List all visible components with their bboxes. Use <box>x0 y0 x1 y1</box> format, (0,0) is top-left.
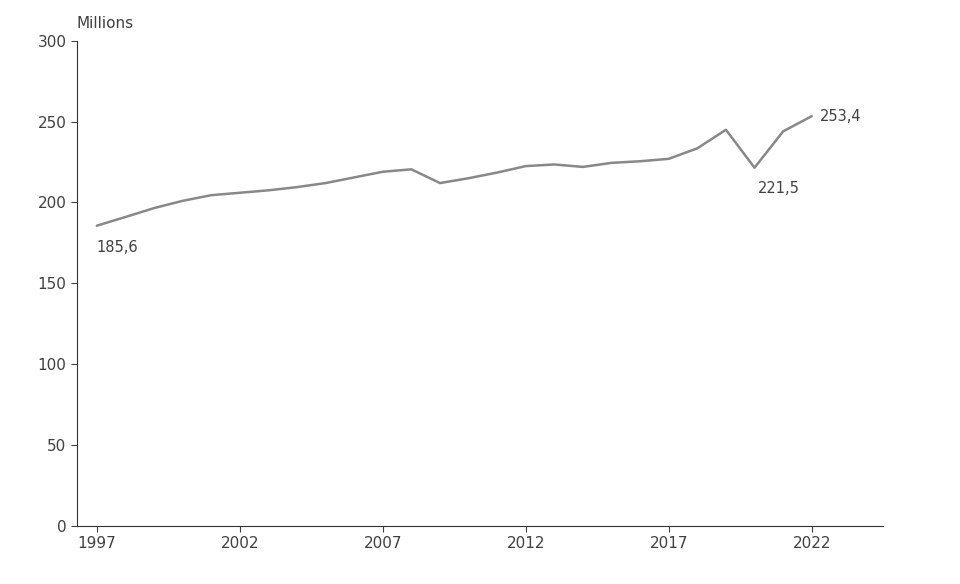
Text: 253,4: 253,4 <box>820 109 862 124</box>
Text: 185,6: 185,6 <box>97 240 138 255</box>
Text: 221,5: 221,5 <box>757 180 800 196</box>
Text: Millions: Millions <box>77 16 134 31</box>
